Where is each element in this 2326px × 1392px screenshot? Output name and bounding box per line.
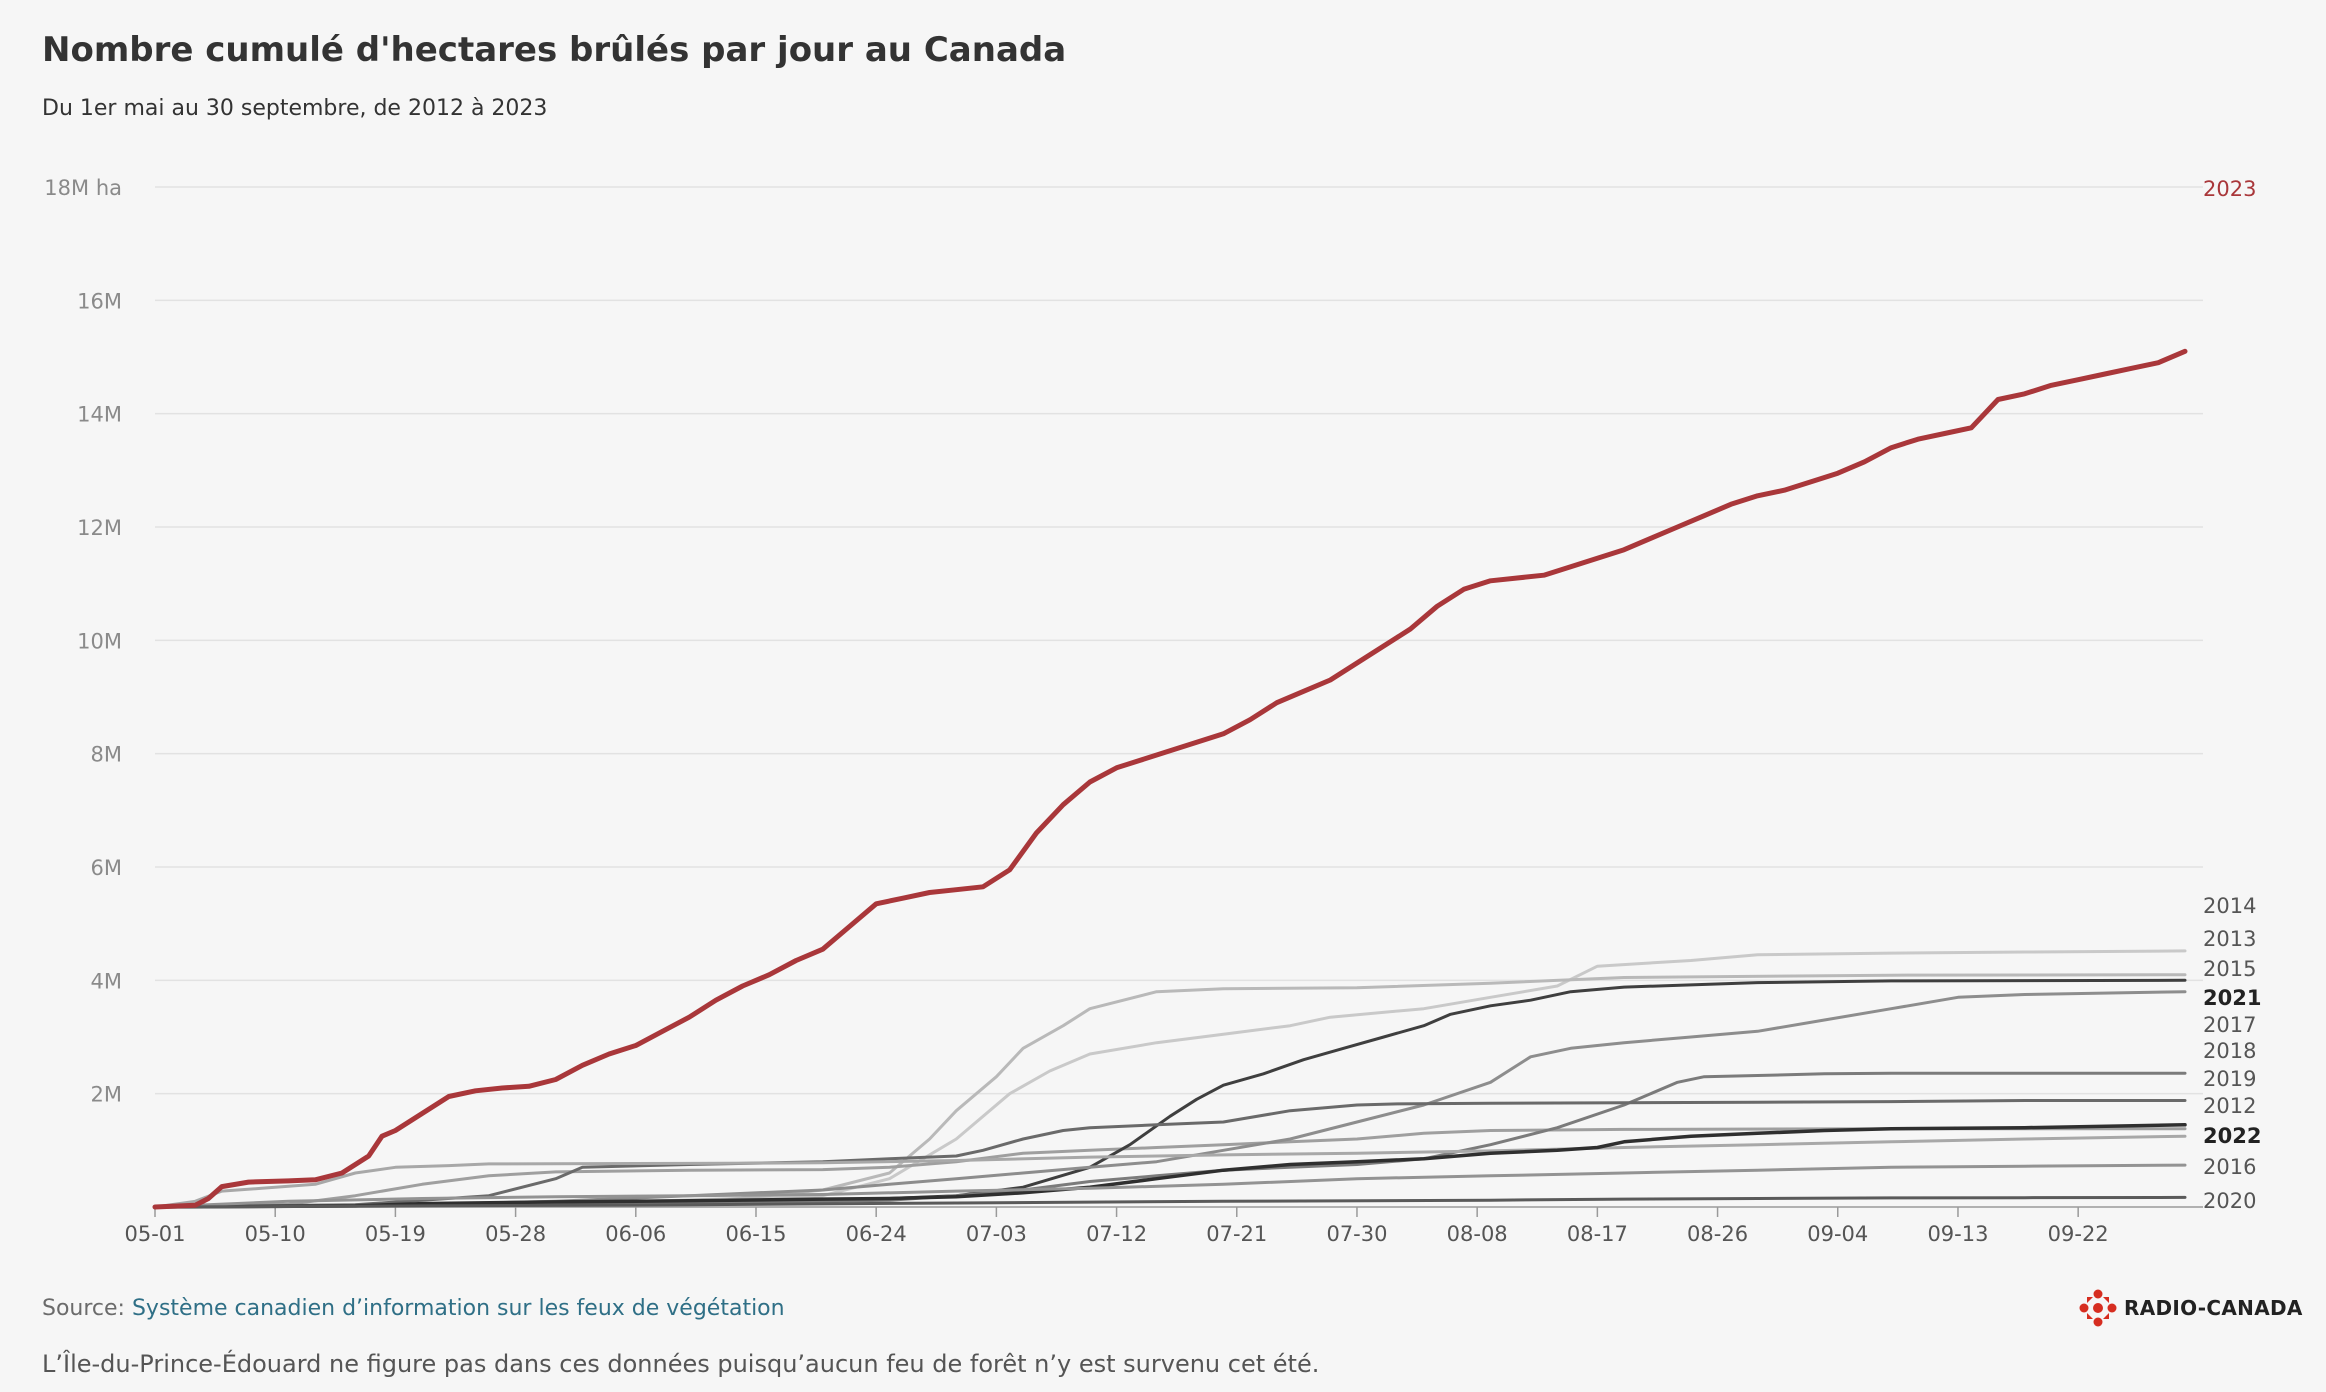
series-label-2020: 2020 — [2203, 1189, 2256, 1213]
series-label-2023: 2023 — [2203, 177, 2256, 201]
series-line-2019 — [153, 1099, 2187, 1209]
series-line-2017 — [153, 990, 2187, 1209]
source-line: Source: Système canadien d’information s… — [42, 1296, 785, 1321]
series-label-2022: 2022 — [2203, 1124, 2261, 1148]
y-tick-label: 12M — [77, 516, 122, 540]
series-label-2012: 2012 — [2203, 1094, 2256, 1118]
x-tick-label: 05-01 — [124, 1222, 185, 1246]
source-prefix: Source: — [42, 1296, 132, 1321]
series-label-2021: 2021 — [2203, 986, 2261, 1010]
chart-title: Nombre cumulé d'hectares brûlés par jour… — [42, 30, 1067, 70]
radio-canada-logo: RADIO-CANADA — [2078, 1288, 2303, 1328]
x-tick-label: 07-30 — [1326, 1222, 1387, 1246]
y-tick-label: 4M — [91, 969, 122, 993]
x-tick-label: 09-13 — [1927, 1222, 1988, 1246]
x-tick-label: 07-21 — [1206, 1222, 1267, 1246]
radio-canada-gem-icon — [2079, 1289, 2117, 1327]
x-tick-label: 05-28 — [485, 1222, 546, 1246]
series-line-2015 — [153, 1127, 2187, 1209]
x-tick-label: 08-17 — [1567, 1222, 1628, 1246]
y-tick-label: 14M — [77, 403, 122, 427]
series-label-2017: 2017 — [2203, 1013, 2256, 1037]
series-line-2020 — [153, 1195, 2187, 1209]
series-label-2016: 2016 — [2203, 1155, 2256, 1179]
x-tick-label: 08-26 — [1687, 1222, 1748, 1246]
y-tick-label: 18M ha — [44, 176, 122, 200]
series-line-2012 — [153, 1134, 2187, 1209]
x-tick-label: 07-12 — [1086, 1222, 1147, 1246]
x-tick-label: 07-03 — [966, 1222, 1027, 1246]
logo-text: RADIO-CANADA — [2124, 1296, 2303, 1320]
x-tick-label: 09-04 — [1807, 1222, 1868, 1246]
x-tick-label: 08-08 — [1447, 1222, 1508, 1246]
y-tick-label: 6M — [91, 856, 122, 880]
series-label-2015: 2015 — [2203, 957, 2256, 981]
series-line-2016 — [153, 1163, 2187, 1209]
y-tick-label: 10M — [77, 629, 122, 653]
series-label-2014: 2014 — [2203, 894, 2256, 918]
source-link[interactable]: Système canadien d’information sur les f… — [131, 1296, 785, 1321]
x-tick-label: 05-19 — [365, 1222, 426, 1246]
y-tick-label: 2M — [91, 1083, 122, 1107]
y-tick-label: 16M — [77, 289, 122, 313]
chart-subtitle: Du 1er mai au 30 septembre, de 2012 à 20… — [42, 96, 548, 121]
x-tick-label: 06-24 — [846, 1222, 907, 1246]
series-label-2018: 2018 — [2203, 1039, 2256, 1063]
x-tick-label: 09-22 — [2048, 1222, 2109, 1246]
x-tick-label: 06-15 — [725, 1222, 786, 1246]
footnote: L’Île-du-Prince-Édouard ne figure pas da… — [42, 1350, 1320, 1378]
series-label-2013: 2013 — [2203, 927, 2256, 951]
series-line-2013 — [153, 973, 2187, 1209]
series-label-2019: 2019 — [2203, 1067, 2256, 1091]
series-line-2023 — [152, 348, 2188, 1210]
x-tick-label: 06-06 — [605, 1222, 666, 1246]
y-tick-label: 8M — [91, 743, 122, 767]
x-tick-label: 05-10 — [245, 1222, 306, 1246]
line-chart: 18M ha 16M 14M 12M 10M 8M 6M 4M 2M 05-01 05-10 05-1… — [44, 176, 2261, 1246]
series-line-2022 — [153, 1123, 2187, 1209]
